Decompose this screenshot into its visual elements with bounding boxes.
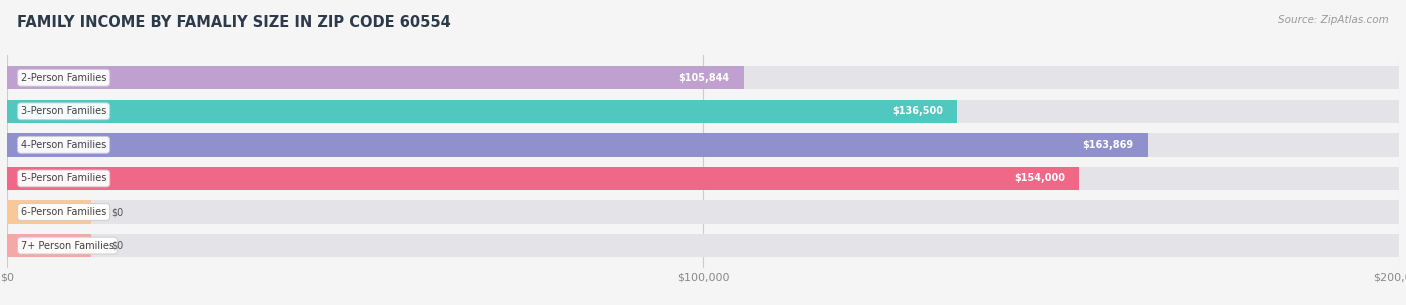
Bar [7, 167, 1078, 190]
Text: $136,500: $136,500 [893, 106, 943, 116]
Bar [7, 66, 1399, 89]
Text: FAMILY INCOME BY FAMALIY SIZE IN ZIP CODE 60554: FAMILY INCOME BY FAMALIY SIZE IN ZIP COD… [17, 15, 450, 30]
Text: 7+ Person Families: 7+ Person Families [21, 241, 114, 251]
Text: $0: $0 [111, 207, 124, 217]
Text: $163,869: $163,869 [1083, 140, 1133, 150]
Text: $154,000: $154,000 [1014, 174, 1064, 183]
Bar [7, 133, 1147, 156]
Text: 4-Person Families: 4-Person Families [21, 140, 107, 150]
Bar [7, 99, 957, 123]
Bar [7, 200, 90, 224]
Bar [7, 200, 1399, 224]
Text: 2-Person Families: 2-Person Families [21, 73, 107, 83]
Bar [7, 133, 1399, 156]
Bar [7, 99, 1399, 123]
Bar [7, 167, 1399, 190]
Text: 6-Person Families: 6-Person Families [21, 207, 107, 217]
Bar [7, 234, 1399, 257]
Text: $105,844: $105,844 [679, 73, 730, 83]
Text: Source: ZipAtlas.com: Source: ZipAtlas.com [1278, 15, 1389, 25]
Bar [7, 234, 90, 257]
Text: $0: $0 [111, 241, 124, 251]
Text: 3-Person Families: 3-Person Families [21, 106, 107, 116]
Bar [7, 66, 744, 89]
Text: 5-Person Families: 5-Person Families [21, 174, 107, 183]
